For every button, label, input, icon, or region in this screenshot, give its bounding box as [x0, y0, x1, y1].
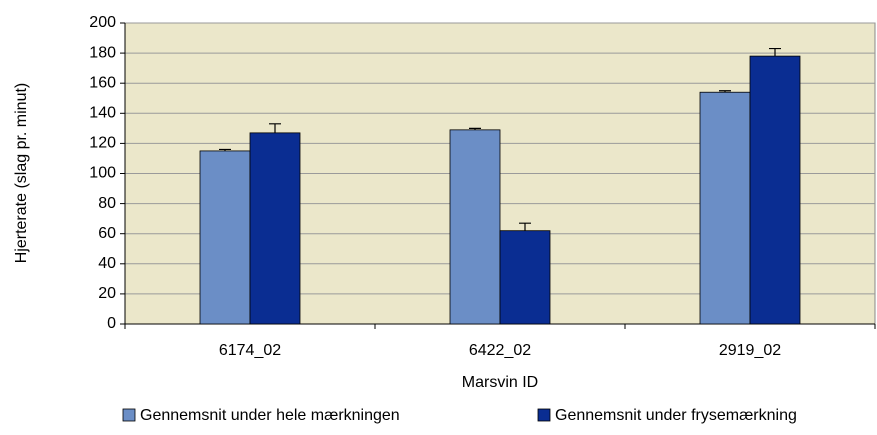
- y-tick-label: 20: [98, 285, 116, 302]
- bar: [699, 91, 751, 325]
- y-tick-label: 0: [107, 315, 116, 332]
- x-tick-label: 2919_02: [719, 342, 781, 359]
- y-tick-label: 160: [89, 74, 116, 91]
- bar: [249, 132, 301, 325]
- legend-swatch: [122, 408, 136, 422]
- y-tick-label: 120: [89, 135, 116, 152]
- error-bar: [269, 123, 281, 133]
- legend-label: Gennemsnit under frysemærkning: [555, 407, 797, 424]
- bar: [499, 230, 551, 325]
- x-tick-label: 6174_02: [219, 342, 281, 359]
- y-tick-label: 60: [98, 225, 116, 242]
- error-bar: [719, 90, 731, 93]
- error-bar: [219, 148, 231, 151]
- legend-label: Gennemsnit under hele mærkningen: [140, 407, 400, 424]
- y-tick-label: 200: [89, 14, 116, 31]
- y-tick-label: 140: [89, 105, 116, 122]
- y-tick-label: 100: [89, 165, 116, 182]
- bar: [749, 55, 801, 325]
- y-axis-label: Hjerterate (slag pr. minut): [13, 83, 30, 264]
- error-bar: [769, 47, 781, 57]
- bar: [199, 150, 251, 325]
- x-axis-label: Marsvin ID: [462, 374, 538, 391]
- error-bar: [469, 127, 481, 130]
- legend-swatch: [537, 408, 551, 422]
- bar: [449, 129, 501, 325]
- y-tick-label: 180: [89, 44, 116, 61]
- error-bar: [519, 222, 531, 231]
- y-tick-label: 80: [98, 195, 116, 212]
- y-tick-label: 40: [98, 255, 116, 272]
- x-tick-label: 6422_02: [469, 342, 531, 359]
